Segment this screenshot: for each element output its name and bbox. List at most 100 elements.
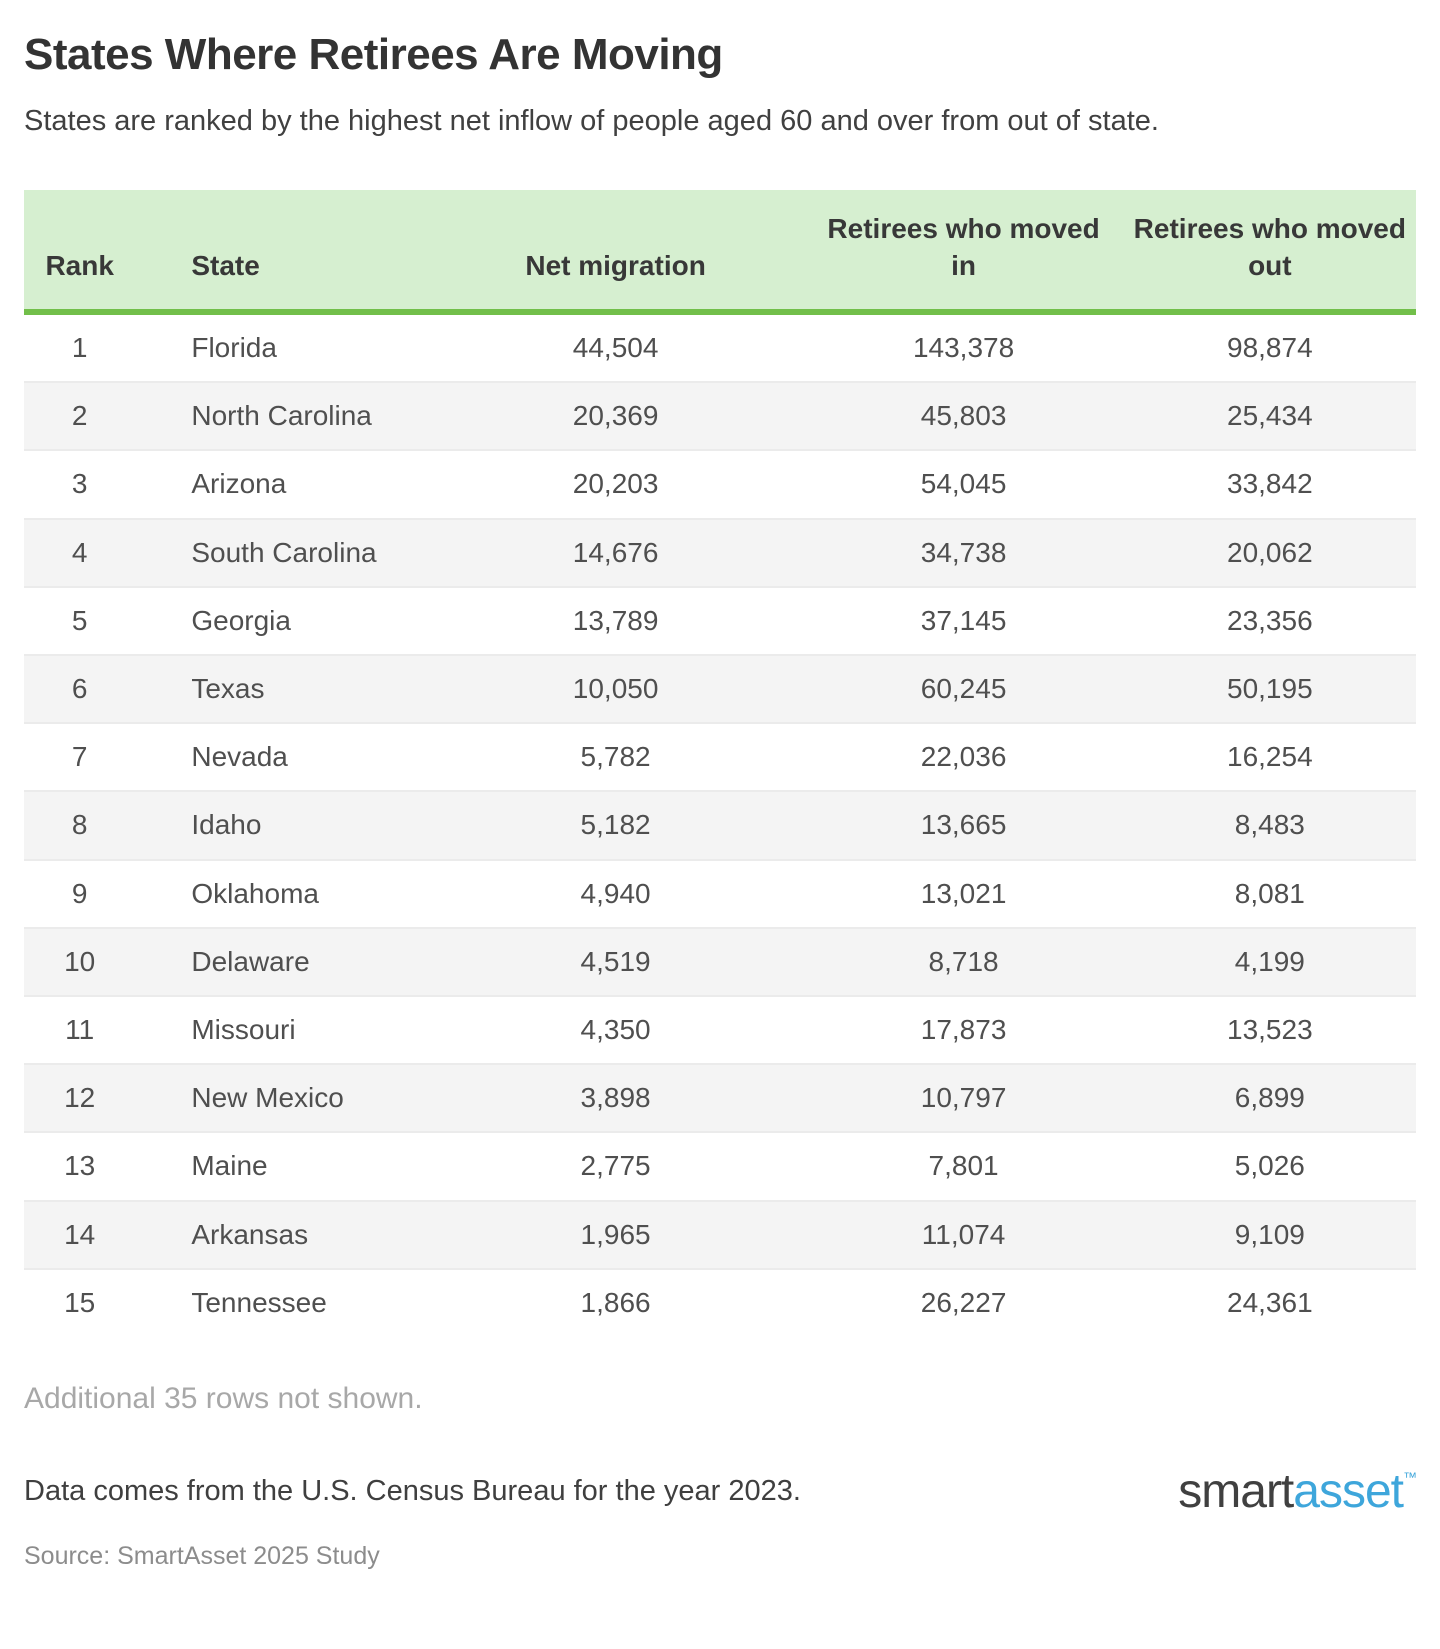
column-header-moved-in: Retirees who moved in — [803, 189, 1124, 316]
moved-in-cell: 13,665 — [920, 809, 1007, 841]
net-migration-cell: 5,782 — [580, 741, 651, 773]
rank-cell: 15 — [64, 1286, 96, 1318]
net-migration-cell: 5,182 — [580, 809, 651, 841]
column-header-moved-out: Retirees who moved out — [1123, 189, 1416, 316]
net-migration-cell: 44,504 — [572, 332, 659, 364]
moved-out-cell: 33,842 — [1227, 468, 1313, 500]
state-cell: Nevada — [191, 741, 288, 773]
table-row: 15 Tennessee 1,866 26,227 24,361 — [24, 1268, 1416, 1336]
state-cell: South Carolina — [191, 536, 377, 568]
table-row: 10 Delaware 4,519 8,718 4,199 — [24, 927, 1416, 996]
table-row: 7 Nevada 5,782 22,036 16,254 — [24, 723, 1416, 791]
moved-out-cell: 4,199 — [1234, 945, 1305, 977]
table-row: 12 New Mexico 3,898 10,797 6,899 — [24, 1064, 1416, 1133]
page-subtitle: States are ranked by the highest net inf… — [24, 105, 1159, 137]
table-header: Rank State Net migration Retirees who mo… — [24, 189, 1416, 316]
rank-cell: 6 — [71, 673, 88, 705]
net-migration-cell: 1,965 — [580, 1218, 651, 1250]
rank-cell: 4 — [71, 536, 88, 568]
retiree-migration-table: Rank State Net migration Retirees who mo… — [24, 189, 1416, 1336]
table-row: 3 Arizona 20,203 54,045 33,842 — [24, 450, 1416, 518]
state-cell: Florida — [191, 332, 277, 364]
smartasset-logo: smartasset™ — [1178, 1464, 1417, 1518]
rank-cell: 14 — [64, 1218, 96, 1250]
moved-in-cell: 17,873 — [920, 1013, 1007, 1045]
rank-cell: 3 — [71, 468, 88, 500]
state-cell: Delaware — [191, 945, 310, 977]
state-cell: Missouri — [191, 1013, 296, 1045]
logo-trademark: ™ — [1403, 1468, 1417, 1485]
table-body: 1 Florida 44,504 143,378 98,874 2 North Caroli… — [24, 312, 1416, 1336]
net-migration-cell: 10,050 — [572, 673, 659, 705]
column-header-rank: Rank — [24, 189, 136, 316]
footer: Data comes from the U.S. Census Bureau f… — [24, 1464, 1417, 1518]
moved-out-cell: 98,874 — [1227, 332, 1313, 364]
table-row: 14 Arkansas 1,965 11,074 9,109 — [24, 1200, 1416, 1269]
moved-in-cell: 8,718 — [928, 945, 999, 977]
moved-in-cell: 34,738 — [920, 536, 1007, 568]
moved-out-cell: 5,026 — [1234, 1150, 1305, 1182]
rank-cell: 10 — [64, 945, 96, 977]
table-row: 8 Idaho 5,182 13,665 8,483 — [24, 791, 1416, 860]
table-row: 13 Maine 2,775 7,801 5,026 — [24, 1132, 1416, 1200]
table-row: 2 North Carolina 20,369 45,803 25,434 — [24, 382, 1416, 451]
state-cell: Arkansas — [191, 1218, 309, 1250]
table-row: 1 Florida 44,504 143,378 98,874 — [24, 312, 1416, 382]
moved-out-cell: 24,361 — [1227, 1286, 1313, 1318]
source-note: Source: SmartAsset 2025 Study — [24, 1541, 380, 1570]
rank-cell: 2 — [71, 400, 88, 432]
moved-out-cell: 8,081 — [1234, 877, 1305, 909]
net-migration-cell: 1,866 — [580, 1286, 651, 1318]
moved-out-cell: 9,109 — [1234, 1218, 1305, 1250]
rank-cell: 1 — [71, 332, 88, 364]
rank-cell: 11 — [65, 1013, 95, 1045]
rank-cell: 13 — [64, 1150, 96, 1182]
net-migration-cell: 4,350 — [580, 1013, 651, 1045]
logo-text-smart: smart — [1178, 1464, 1294, 1518]
net-migration-cell: 4,519 — [580, 945, 651, 977]
column-header-net-migration: Net migration — [427, 189, 804, 316]
moved-in-cell: 37,145 — [920, 604, 1007, 636]
moved-out-cell: 20,062 — [1227, 536, 1313, 568]
page-title: States Where Retirees Are Moving — [24, 30, 723, 79]
moved-out-cell: 6,899 — [1234, 1082, 1305, 1114]
rank-cell: 8 — [71, 809, 88, 841]
state-cell: New Mexico — [191, 1082, 344, 1114]
state-cell: Arizona — [191, 468, 287, 500]
net-migration-cell: 4,940 — [580, 877, 651, 909]
rank-cell: 12 — [64, 1082, 96, 1114]
net-migration-cell: 13,789 — [572, 604, 659, 636]
table-row: 11 Missouri 4,350 17,873 13,523 — [24, 995, 1416, 1064]
state-cell: North Carolina — [191, 400, 372, 432]
moved-out-cell: 8,483 — [1234, 809, 1305, 841]
logo-text-asset: asset — [1293, 1464, 1404, 1518]
data-source-note: Data comes from the U.S. Census Bureau f… — [24, 1475, 801, 1508]
net-migration-cell: 3,898 — [580, 1082, 651, 1114]
table-row: 9 Oklahoma 4,940 13,021 8,081 — [24, 859, 1416, 928]
moved-in-cell: 11,074 — [921, 1218, 1006, 1250]
table-row: 6 Texas 10,050 60,245 50,195 — [24, 655, 1416, 724]
state-cell: Tennessee — [191, 1286, 327, 1318]
state-cell: Georgia — [191, 604, 291, 636]
moved-out-cell: 25,434 — [1227, 400, 1313, 432]
moved-in-cell: 22,036 — [920, 741, 1007, 773]
moved-in-cell: 54,045 — [920, 468, 1007, 500]
moved-out-cell: 23,356 — [1227, 604, 1313, 636]
state-cell: Oklahoma — [191, 877, 319, 909]
moved-in-cell: 45,803 — [920, 400, 1007, 432]
net-migration-cell: 2,775 — [580, 1150, 651, 1182]
rank-cell: 5 — [71, 604, 88, 636]
net-migration-cell: 20,369 — [572, 400, 659, 432]
table-header-row: Rank State Net migration Retirees who mo… — [24, 189, 1416, 316]
moved-out-cell: 13,523 — [1227, 1013, 1313, 1045]
table-row: 4 South Carolina 14,676 34,738 20,062 — [24, 518, 1416, 587]
table-row: 5 Georgia 13,789 37,145 23,356 — [24, 586, 1416, 655]
additional-rows-note: Additional 35 rows not shown. — [24, 1381, 423, 1415]
rank-cell: 7 — [71, 741, 88, 773]
rank-cell: 9 — [71, 877, 88, 909]
moved-out-cell: 50,195 — [1227, 673, 1313, 705]
moved-in-cell: 13,021 — [920, 877, 1007, 909]
state-cell: Texas — [191, 673, 265, 705]
moved-in-cell: 26,227 — [920, 1286, 1007, 1318]
moved-in-cell: 60,245 — [920, 673, 1007, 705]
